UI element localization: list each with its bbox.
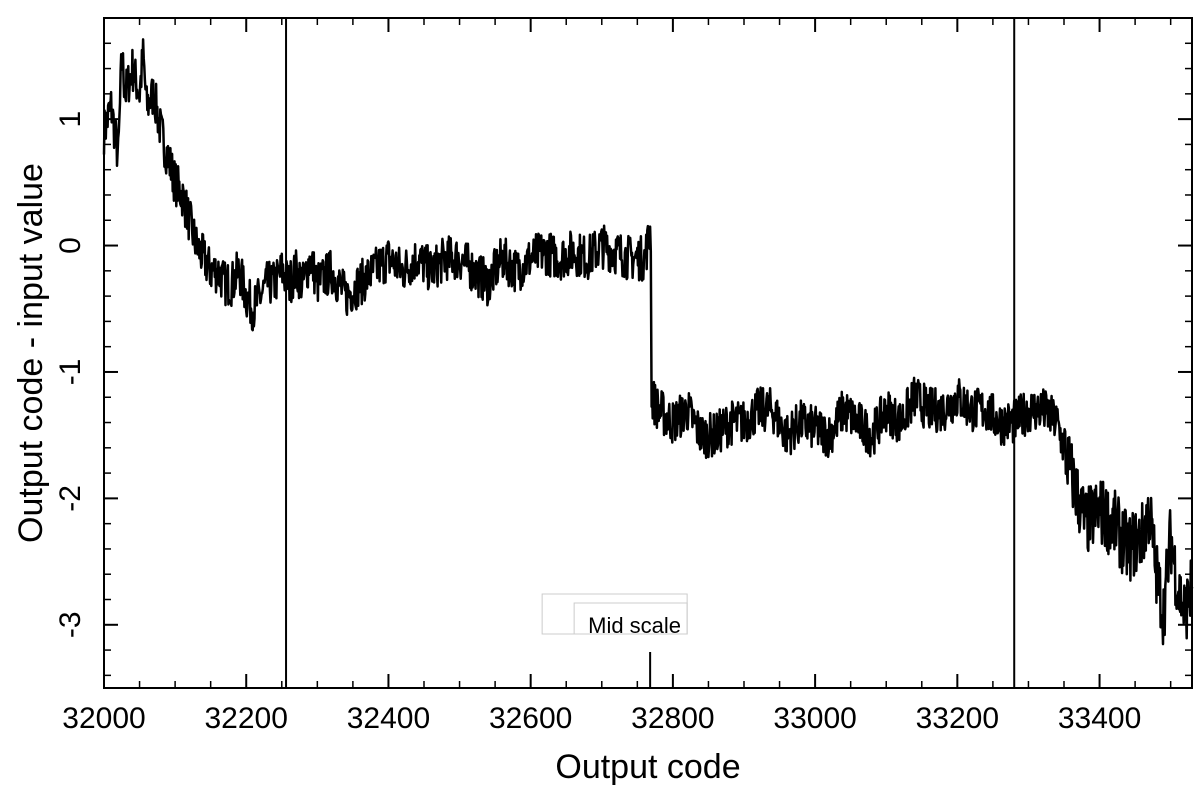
y-tick-label: 1 — [54, 111, 87, 128]
y-tick-label: 0 — [54, 237, 87, 254]
x-tick-label: 32800 — [631, 702, 714, 735]
x-axis-label: Output code — [555, 748, 740, 786]
plot-frame — [103, 17, 1193, 689]
y-axis-label: Output code - input value — [12, 163, 50, 543]
x-tick-label: 33400 — [1058, 702, 1141, 735]
x-tick-label: 32600 — [489, 702, 572, 735]
x-tick-label: 32000 — [62, 702, 145, 735]
y-tick-label: -1 — [54, 359, 87, 386]
series-line — [102, 38, 1194, 646]
x-tick-label: 33000 — [773, 702, 856, 735]
annotation-box-inner — [573, 602, 688, 635]
mid-scale-annotation: Mid scale — [541, 593, 688, 688]
plot-area — [102, 18, 1194, 688]
mid-scale-label: Mid scale — [588, 613, 681, 638]
axis-ticks: 32000 32200 32400 32600 32800 33000 33200 33400… — [54, 18, 1192, 735]
y-tick-label: -3 — [54, 611, 87, 638]
x-tick-label: 32200 — [205, 702, 288, 735]
y-tick-label: -2 — [54, 485, 87, 512]
x-tick-label: 33200 — [916, 702, 999, 735]
x-tick-label: 32400 — [347, 702, 430, 735]
